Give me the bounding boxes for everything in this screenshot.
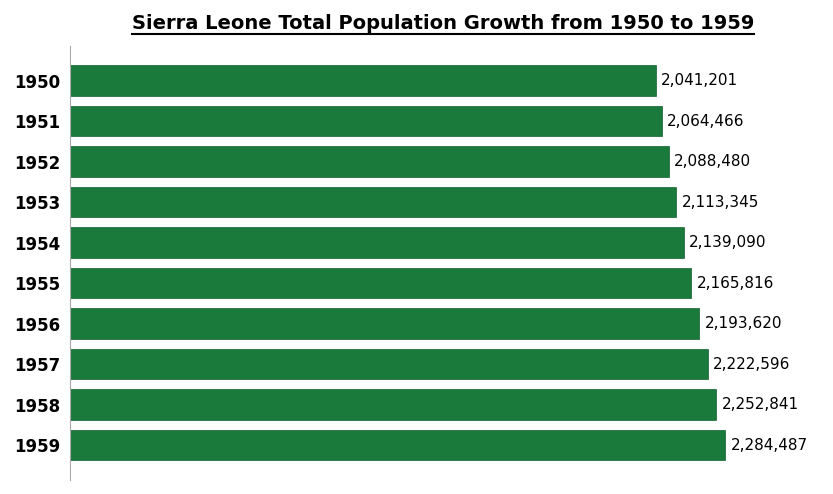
Text: 2,041,201: 2,041,201 bbox=[661, 73, 738, 88]
Text: 2,064,466: 2,064,466 bbox=[667, 114, 745, 128]
Bar bbox=[70, 389, 716, 420]
Text: 2,139,090: 2,139,090 bbox=[689, 235, 766, 250]
Bar bbox=[70, 146, 669, 177]
Bar bbox=[70, 65, 656, 96]
Bar bbox=[70, 227, 684, 258]
Bar bbox=[70, 349, 707, 379]
Text: 2,222,596: 2,222,596 bbox=[713, 357, 791, 371]
Text: 2,252,841: 2,252,841 bbox=[721, 397, 799, 412]
Bar bbox=[70, 430, 726, 460]
Text: 2,088,480: 2,088,480 bbox=[674, 154, 751, 169]
Title: Sierra Leone Total Population Growth from 1950 to 1959: Sierra Leone Total Population Growth fro… bbox=[132, 14, 754, 33]
Bar bbox=[70, 187, 676, 217]
Bar bbox=[70, 268, 691, 298]
Text: 2,113,345: 2,113,345 bbox=[681, 195, 759, 209]
Text: 2,165,816: 2,165,816 bbox=[696, 276, 774, 290]
Bar bbox=[70, 308, 699, 339]
Text: 2,193,620: 2,193,620 bbox=[705, 316, 782, 331]
Text: 2,284,487: 2,284,487 bbox=[731, 438, 808, 453]
Bar bbox=[70, 106, 662, 136]
